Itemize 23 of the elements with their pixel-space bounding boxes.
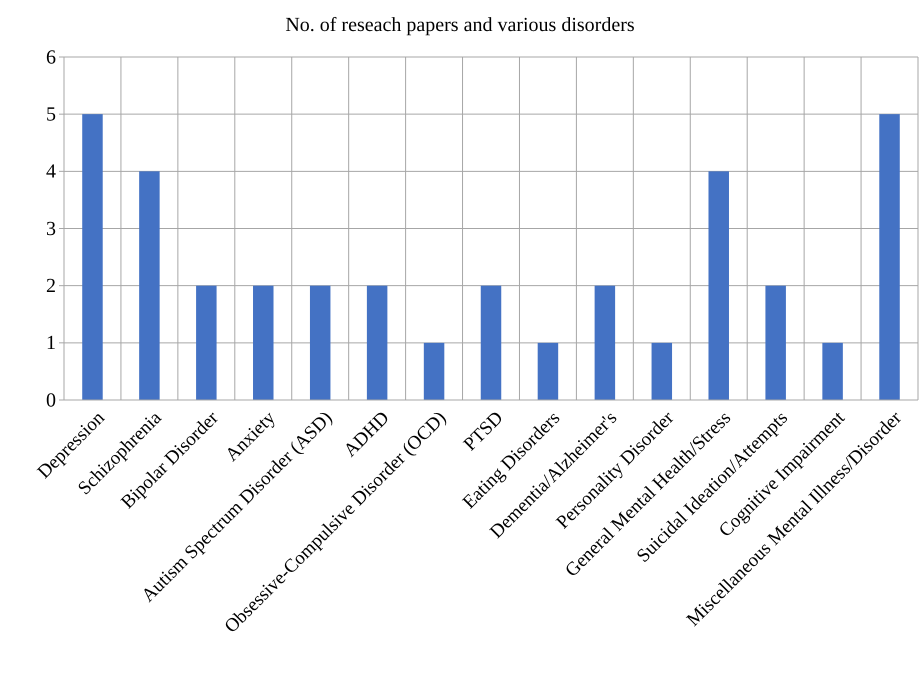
bar	[139, 171, 160, 400]
bar	[82, 114, 103, 400]
bar	[424, 342, 444, 400]
bar	[480, 286, 502, 400]
bar	[822, 342, 843, 400]
chart-title: No. of reseach papers and various disorders	[285, 14, 635, 36]
bar	[538, 342, 558, 400]
bar	[310, 286, 330, 400]
y-tick-label: 1	[46, 332, 56, 354]
bar	[879, 114, 900, 400]
y-tick-label: 6	[46, 46, 56, 68]
bar	[708, 171, 729, 400]
y-tick-label: 3	[46, 218, 56, 240]
y-tick-label: 4	[46, 160, 56, 183]
y-tick-label: 0	[46, 389, 56, 412]
bar	[253, 286, 274, 400]
bar	[196, 286, 217, 400]
bar	[765, 286, 786, 400]
bar	[652, 342, 672, 400]
y-tick-label: 2	[46, 275, 56, 298]
y-tick-label: 5	[46, 104, 56, 126]
bar	[594, 286, 616, 400]
bar	[366, 286, 388, 400]
